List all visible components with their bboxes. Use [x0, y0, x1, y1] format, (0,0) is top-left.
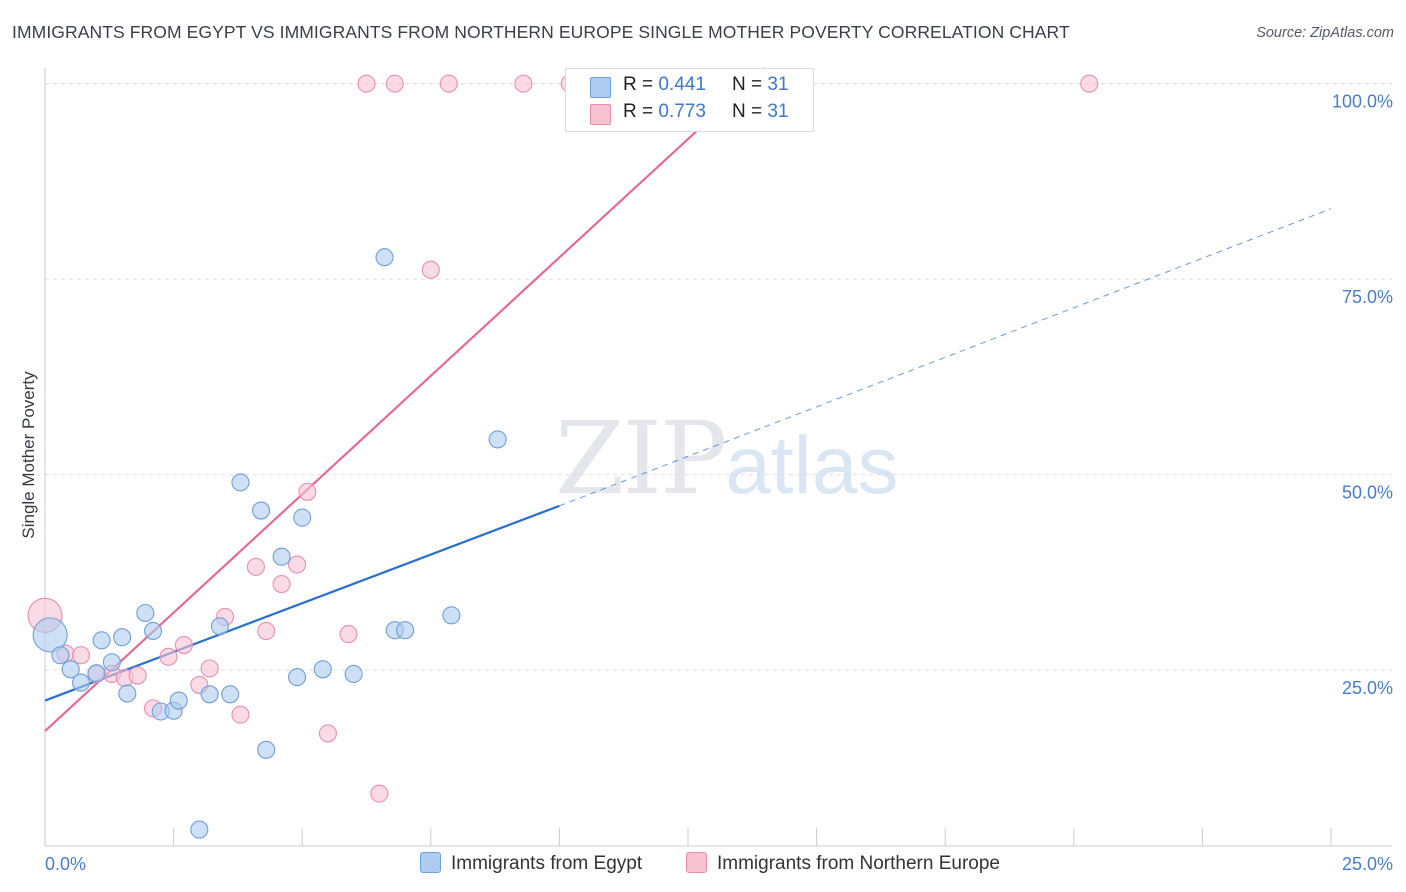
egypt-n-value: 31 — [767, 74, 789, 95]
neurope-point-25 — [439, 74, 458, 93]
legend-row-egypt: R = 0.441 N = 31 — [566, 74, 813, 100]
egypt-point-16 — [210, 617, 229, 636]
bottom-egypt-label: Immigrants from Egypt — [451, 853, 643, 874]
neurope-point-9 — [174, 635, 193, 655]
egypt-point-5 — [92, 631, 111, 650]
neurope-point-24 — [421, 260, 440, 279]
tick-labels: 25.0% 50.0% 75.0% 100.0% 0.0% 25.0% — [45, 92, 1393, 874]
egypt-trend-line — [44, 504, 560, 702]
axes — [44, 68, 1392, 847]
neurope-point-15 — [257, 621, 276, 641]
neurope-r-label: R = — [623, 101, 659, 122]
egypt-point-2 — [61, 660, 80, 679]
bottom-neurope-label: Immigrants from Northern Europe — [717, 853, 1000, 874]
bottom-egypt-swatch — [420, 852, 441, 873]
egypt-point-18 — [231, 473, 250, 492]
trend-lines — [44, 67, 1332, 732]
bottom-legend-egypt: Immigrants from Egypt — [420, 852, 642, 878]
neurope-point-19 — [318, 724, 337, 743]
egypt-r-label: R = — [623, 74, 659, 95]
egypt-point-13 — [169, 691, 188, 710]
neurope-r-value: 0.773 — [658, 101, 706, 122]
egypt-point-26 — [375, 248, 394, 267]
bottom-neurope-swatch — [686, 852, 707, 873]
egypt-point-30 — [488, 430, 507, 449]
correlation-legend: R = 0.441 N = 31 R = 0.773 N = 31 — [565, 68, 814, 132]
egypt-swatch — [590, 77, 611, 98]
egypt-point-7 — [113, 628, 132, 647]
egypt-point-0 — [32, 617, 68, 653]
neurope-point-6 — [128, 666, 147, 685]
egypt-point-29 — [442, 606, 461, 625]
neurope-point-22 — [370, 784, 389, 803]
watermark-atlas: atlas — [725, 420, 899, 511]
neurope-point-14 — [246, 557, 265, 576]
egypt-point-1 — [51, 646, 70, 665]
y-tick-label-25: 25.0% — [1342, 678, 1393, 698]
neurope-point-17 — [288, 555, 307, 574]
y-tick-label-100: 100.0% — [1332, 92, 1393, 112]
y-axis-label: Single Mother Poverty — [19, 371, 38, 539]
bottom-legend-neurope: Immigrants from Northern Europe — [686, 852, 1000, 878]
egypt-point-20 — [257, 740, 276, 759]
neurope-point-18 — [298, 482, 317, 501]
neurope-swatch — [590, 104, 611, 125]
egypt-point-8 — [118, 684, 137, 703]
egypt-point-24 — [313, 660, 332, 679]
egypt-point-21 — [272, 547, 291, 566]
y-tick-label-75: 75.0% — [1342, 287, 1393, 307]
egypt-point-9 — [136, 603, 155, 623]
egypt-r-value: 0.441 — [658, 74, 706, 95]
neurope-n-label: N = — [732, 101, 768, 122]
neurope-point-29 — [1080, 74, 1099, 93]
neurope-point-21 — [357, 74, 376, 93]
watermark-zip: ZIP — [555, 400, 727, 517]
egypt-point-23 — [293, 508, 312, 527]
neurope-n-value: 31 — [767, 101, 789, 122]
neurope-point-20 — [339, 625, 358, 644]
egypt-point-10 — [143, 621, 163, 641]
x-tick-label-max: 25.0% — [1342, 854, 1393, 874]
grid-lines — [45, 83, 1392, 671]
neurope-point-26 — [514, 74, 533, 93]
neurope-point-13 — [231, 705, 250, 724]
neurope-point-23 — [385, 74, 404, 93]
neurope-point-16 — [272, 575, 291, 594]
chart-title: IMMIGRANTS FROM EGYPT VS IMMIGRANTS FROM… — [12, 22, 1070, 42]
egypt-point-3 — [71, 673, 91, 692]
neurope-point-8 — [159, 647, 178, 666]
egypt-point-28 — [396, 621, 415, 640]
x-tick-label-min: 0.0% — [45, 854, 86, 874]
neurope-point-11 — [200, 659, 219, 678]
egypt-point-22 — [288, 668, 307, 687]
legend-row-neurope: R = 0.773 N = 31 — [566, 101, 813, 127]
egypt-trend-extension — [559, 208, 1332, 507]
watermark: ZIPatlas — [555, 400, 899, 517]
egypt-point-25 — [344, 664, 363, 684]
egypt-point-6 — [102, 653, 121, 672]
source-credit: Source: ZipAtlas.com — [1256, 25, 1394, 41]
egypt-point-19 — [251, 501, 271, 520]
egypt-n-label: N = — [732, 74, 768, 95]
neurope-trend-line — [44, 67, 766, 732]
data-points — [27, 74, 1099, 839]
egypt-point-14 — [190, 820, 209, 839]
neurope-point-2 — [71, 646, 91, 665]
egypt-point-17 — [221, 685, 240, 704]
egypt-point-4 — [87, 664, 106, 683]
egypt-point-15 — [200, 685, 219, 704]
y-tick-label-50: 50.0% — [1342, 483, 1393, 503]
